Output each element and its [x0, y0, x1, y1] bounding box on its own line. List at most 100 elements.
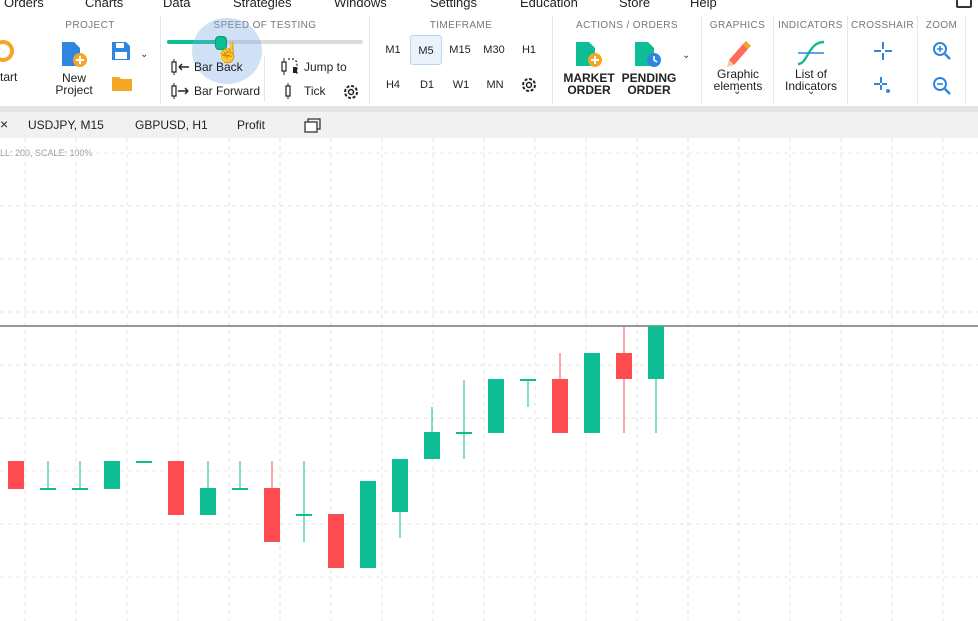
tab-profit[interactable]: Profit — [237, 118, 266, 132]
timeframe-m1[interactable]: M1 — [385, 44, 401, 56]
actions-title: ACTIONS / ORDERS — [576, 20, 678, 31]
tile-windows-icon[interactable] — [304, 117, 322, 133]
orders-dropdown-chevron-icon[interactable]: ⌄ — [682, 50, 691, 61]
menu-data[interactable]: Data — [163, 0, 191, 10]
graphics-title: GRAPHICS — [709, 20, 766, 31]
chart-area[interactable]: LL: 200, SCALE: 100% — [0, 138, 978, 621]
timeframe-d1[interactable]: D1 — [419, 79, 435, 91]
graphic-elements-label-1[interactable]: Graphic — [716, 67, 760, 81]
start-icon[interactable] — [0, 40, 14, 62]
save-icon[interactable] — [111, 41, 131, 61]
indicators-title: INDICATORS — [778, 20, 843, 31]
timeframe-m30[interactable]: M30 — [483, 44, 505, 56]
candlestick-chart[interactable] — [0, 138, 978, 621]
crosshair-group: CROSSHAIR — [848, 16, 918, 104]
zoom-group: ZOOM — [918, 16, 966, 104]
pending-order-icon[interactable] — [633, 40, 663, 70]
candle-body — [264, 488, 280, 542]
pending-order-label-2[interactable]: ORDER — [627, 83, 671, 97]
new-project-label-2[interactable]: Project — [55, 83, 93, 97]
speed-title: SPEED OF TESTING — [213, 20, 317, 31]
cursor-highlight — [191, 18, 262, 84]
menu-store[interactable]: Store — [619, 0, 651, 10]
timeframe-m15[interactable]: M15 — [449, 44, 471, 56]
market-order-icon[interactable] — [574, 40, 604, 70]
candle-body — [520, 379, 536, 381]
speed-group: SPEED OF TESTING ☝ Bar Back Bar Forward … — [161, 16, 370, 104]
save-dropdown-chevron-icon[interactable]: ⌄ — [140, 49, 149, 60]
menu-orders[interactable]: Orders — [4, 0, 44, 10]
menu-bar: Orders Charts Data Strategies Windows Se… — [0, 0, 978, 16]
list-of-indicators-label-2[interactable]: Indicators — [784, 79, 838, 93]
bar-forward-label[interactable]: Bar Forward — [194, 84, 261, 98]
zoom-out-icon[interactable] — [932, 76, 952, 96]
candle-body — [168, 461, 184, 515]
indicators-curve-icon[interactable] — [796, 38, 826, 68]
new-project-icon[interactable] — [59, 40, 89, 70]
pending-order-label-1[interactable]: PENDING — [621, 71, 677, 85]
market-order-label-1[interactable]: MARKET — [563, 71, 615, 85]
menu-settings[interactable]: Settings — [430, 0, 477, 10]
timeframe-h1[interactable]: H1 — [521, 44, 537, 56]
speed-slider-track[interactable] — [167, 40, 363, 44]
menu-strategies[interactable]: Strategies — [233, 0, 292, 10]
bar-back-label[interactable]: Bar Back — [194, 60, 243, 74]
tick-icon[interactable] — [281, 83, 297, 99]
list-of-indicators-label-1[interactable]: List of — [794, 67, 827, 81]
graphics-dropdown-chevron-icon[interactable]: ⌄ — [733, 86, 742, 97]
crosshair-magnet-icon[interactable] — [873, 76, 893, 96]
ribbon-separator — [0, 106, 978, 112]
new-project-label-1[interactable]: New — [61, 71, 86, 85]
candle-body — [456, 432, 472, 434]
tab-usdjpy-m15[interactable]: USDJPY, M15 — [28, 118, 104, 132]
candle-body — [584, 353, 600, 433]
candle-body — [72, 488, 88, 490]
menu-help[interactable]: Help — [690, 0, 717, 10]
candle-body — [488, 379, 504, 433]
graphic-elements-pencil-icon[interactable] — [723, 38, 753, 68]
crosshair-icon[interactable] — [873, 41, 893, 61]
candle-body — [40, 488, 56, 490]
chart-info-text: LL: 200, SCALE: 100% — [0, 148, 93, 158]
bar-back-icon[interactable] — [170, 59, 190, 75]
candle-body — [104, 461, 120, 489]
start-label[interactable]: tart — [0, 70, 18, 84]
speed-settings-gear-icon[interactable] — [341, 82, 361, 102]
bar-forward-icon[interactable] — [170, 83, 190, 99]
jump-to-label[interactable]: Jump to — [304, 60, 347, 74]
ribbon-toolbar: tart PROJECT New Project ⌄ SPEED OF TEST… — [0, 16, 978, 106]
close-tab-icon[interactable]: × — [0, 116, 9, 132]
candle-body — [552, 379, 568, 433]
candle-body — [8, 461, 24, 489]
menu-education[interactable]: Education — [520, 0, 578, 10]
timeframe-mn[interactable]: MN — [486, 79, 504, 91]
speed-divider — [264, 56, 265, 102]
timeframe-h4[interactable]: H4 — [385, 79, 401, 91]
zoom-in-icon[interactable] — [932, 41, 952, 61]
open-folder-icon[interactable] — [111, 74, 133, 92]
candle-body — [328, 514, 344, 568]
indicators-group: INDICATORS List of Indicators ⌄ — [774, 16, 848, 104]
market-order-label-2[interactable]: ORDER — [567, 83, 611, 97]
timeframe-m5[interactable]: M5 — [410, 35, 442, 65]
tick-label[interactable]: Tick — [304, 84, 326, 98]
graphic-elements-label-2[interactable]: elements — [713, 79, 763, 93]
candle-body — [200, 488, 216, 515]
menu-windows[interactable]: Windows — [334, 0, 387, 10]
timeframe-w1[interactable]: W1 — [452, 79, 470, 91]
candle-body — [424, 432, 440, 459]
timeframe-settings-gear-icon[interactable] — [519, 75, 539, 95]
candle-body — [616, 353, 632, 379]
speed-slider-handle[interactable] — [214, 36, 227, 50]
candle-body — [392, 459, 408, 512]
speed-slider-fill — [167, 40, 220, 44]
indicators-dropdown-chevron-icon[interactable]: ⌄ — [807, 86, 816, 97]
timeframe-title: TIMEFRAME — [429, 20, 493, 31]
menu-charts[interactable]: Charts — [85, 0, 124, 10]
timeframe-group: TIMEFRAME M1 M5 M15 M30 H1 H4 D1 W1 MN — [370, 16, 553, 104]
jump-to-icon[interactable] — [279, 57, 301, 77]
tab-gbpusd-h1[interactable]: GBPUSD, H1 — [135, 118, 208, 132]
candle-body — [136, 461, 152, 463]
chat-icon[interactable] — [956, 0, 972, 8]
candle-body — [296, 514, 312, 516]
